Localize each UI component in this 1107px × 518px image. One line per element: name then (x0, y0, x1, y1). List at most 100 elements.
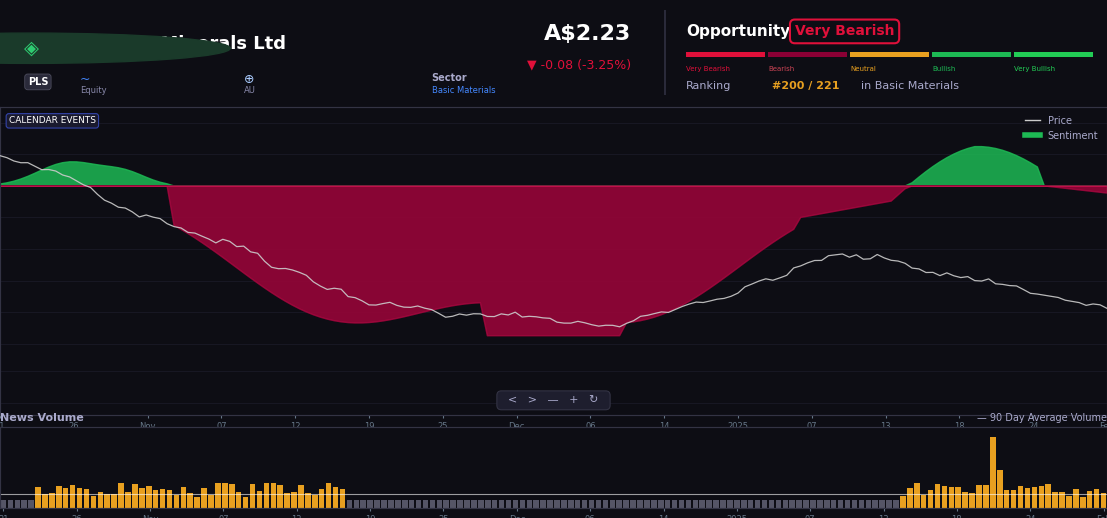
Bar (547, 500, 552, 508)
Bar (851, 500, 857, 508)
Text: Pilbara Minerals Ltd: Pilbara Minerals Ltd (83, 35, 286, 53)
Bar (42, 494, 48, 508)
Bar (408, 500, 414, 508)
Bar (838, 500, 844, 508)
Bar (555, 500, 560, 508)
Bar (679, 500, 684, 508)
Bar (374, 500, 380, 508)
Bar (907, 488, 912, 508)
FancyBboxPatch shape (664, 10, 666, 94)
Bar (167, 490, 173, 508)
Bar (416, 500, 422, 508)
Bar (63, 488, 69, 508)
Text: Sector: Sector (432, 73, 467, 83)
Text: 1H: 1H (148, 136, 162, 146)
Bar (56, 486, 62, 508)
Bar (630, 500, 635, 508)
Text: Bullish: Bullish (932, 66, 955, 73)
Bar (934, 484, 940, 508)
Bar (1004, 490, 1010, 508)
Bar (402, 500, 407, 508)
Bar (685, 500, 691, 508)
Bar (346, 500, 352, 508)
Text: Very Bearish: Very Bearish (795, 24, 894, 38)
Bar (776, 500, 782, 508)
Bar (1025, 488, 1031, 508)
Text: News Volume: News Volume (0, 413, 84, 423)
Bar (534, 500, 539, 508)
Bar (174, 495, 179, 508)
Text: <   >   —   +   ↻: < > — + ↻ (501, 395, 606, 405)
Text: Equity: Equity (80, 86, 106, 95)
Bar (478, 500, 484, 508)
Text: ⊕: ⊕ (244, 73, 254, 86)
Bar (1053, 493, 1058, 508)
Bar (187, 493, 193, 508)
Bar (389, 500, 394, 508)
Text: #200 / 221: #200 / 221 (772, 81, 839, 91)
Bar (1, 500, 7, 508)
Bar (610, 500, 615, 508)
Bar (872, 500, 878, 508)
Bar (139, 488, 145, 508)
Bar (783, 500, 788, 508)
Bar (104, 494, 110, 508)
Bar (464, 500, 469, 508)
Bar (457, 500, 463, 508)
Bar (29, 500, 34, 508)
Bar (748, 500, 754, 508)
Bar (485, 500, 490, 508)
Bar (741, 500, 746, 508)
Bar (125, 492, 131, 508)
Bar (223, 483, 228, 508)
Bar (201, 488, 207, 508)
Bar (519, 500, 525, 508)
Bar (263, 483, 269, 508)
Bar (1038, 485, 1044, 508)
Bar (8, 500, 13, 508)
Bar (91, 496, 96, 508)
Bar (768, 500, 774, 508)
Bar (472, 500, 477, 508)
Bar (436, 500, 442, 508)
Bar (312, 495, 318, 508)
Bar (789, 500, 795, 508)
Bar (727, 500, 733, 508)
Bar (153, 490, 158, 508)
Bar (49, 493, 54, 508)
Text: ≋: ≋ (267, 136, 276, 146)
Bar (492, 500, 497, 508)
Bar (395, 500, 401, 508)
Bar (1017, 485, 1023, 508)
Bar (325, 483, 331, 508)
Text: ~: ~ (80, 73, 90, 86)
FancyBboxPatch shape (768, 52, 847, 57)
Text: ▼ -0.08 (-3.25%): ▼ -0.08 (-3.25%) (527, 59, 631, 71)
Bar (824, 500, 829, 508)
Bar (817, 500, 823, 508)
Text: Basic Materials: Basic Materials (432, 86, 495, 95)
Bar (298, 485, 303, 508)
Bar (499, 500, 505, 508)
Bar (319, 489, 324, 508)
Bar (208, 495, 214, 508)
Text: 1D: 1D (176, 136, 189, 146)
Bar (713, 500, 718, 508)
Bar (444, 500, 449, 508)
Text: A$2.23: A$2.23 (544, 24, 631, 44)
Bar (1059, 492, 1065, 508)
Bar (195, 497, 200, 508)
Bar (976, 485, 982, 508)
Bar (755, 500, 761, 508)
Text: Neutral: Neutral (850, 66, 876, 73)
Bar (914, 483, 920, 508)
Bar (180, 487, 186, 508)
Bar (859, 500, 865, 508)
Text: CALENDAR EVENTS: CALENDAR EVENTS (9, 117, 96, 125)
Text: Opportunity: Opportunity (686, 24, 790, 39)
Bar (84, 489, 90, 508)
Bar (706, 500, 712, 508)
Bar (734, 500, 739, 508)
Bar (561, 500, 567, 508)
Bar (568, 500, 573, 508)
